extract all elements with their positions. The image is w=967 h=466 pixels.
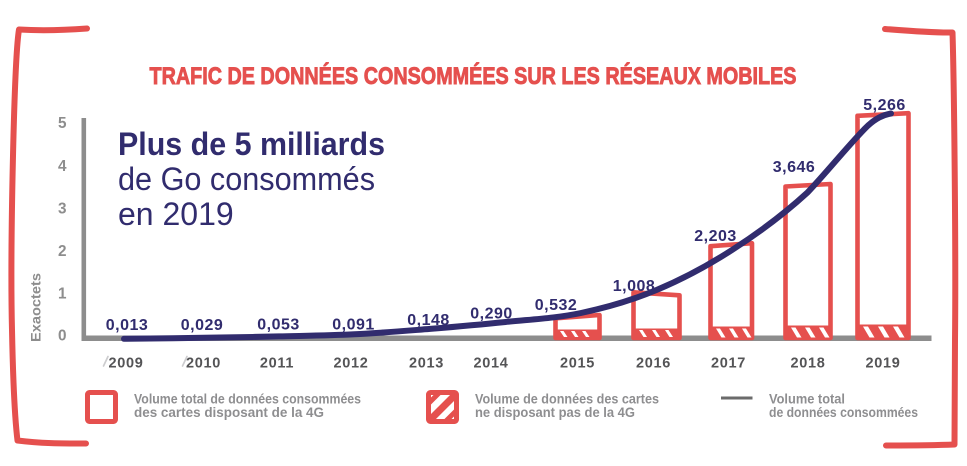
svg-text:2019: 2019 xyxy=(865,356,900,372)
svg-text:Volume total: Volume total xyxy=(769,392,845,407)
svg-text:2010: 2010 xyxy=(186,356,221,372)
svg-text:0,091: 0,091 xyxy=(332,317,375,334)
svg-text:Plus de 5 milliards: Plus de 5 milliards xyxy=(118,126,385,162)
svg-text:2016: 2016 xyxy=(636,356,671,372)
svg-text:2015: 2015 xyxy=(560,356,595,372)
svg-text:2,203: 2,203 xyxy=(694,228,737,245)
svg-text:2012: 2012 xyxy=(333,356,368,372)
svg-text:2017: 2017 xyxy=(711,356,746,372)
svg-text:1,008: 1,008 xyxy=(613,278,656,295)
svg-text:Volume de données des cartes: Volume de données des cartes xyxy=(475,392,659,407)
svg-text:TRAFIC DE DONNÉES CONSOMMÉES S: TRAFIC DE DONNÉES CONSOMMÉES SUR LES RÉS… xyxy=(150,62,797,90)
svg-text:2011: 2011 xyxy=(260,356,294,372)
svg-text:1: 1 xyxy=(58,286,67,303)
svg-text:2009: 2009 xyxy=(108,356,143,372)
svg-text:ne disposant pas de la 4G: ne disposant pas de la 4G xyxy=(475,405,635,420)
svg-text:Exaoctets: Exaoctets xyxy=(28,273,44,342)
svg-text:0,053: 0,053 xyxy=(257,317,300,334)
svg-text:3,646: 3,646 xyxy=(773,159,816,176)
svg-text:2014: 2014 xyxy=(473,356,508,372)
svg-text:0: 0 xyxy=(58,328,67,345)
svg-text:5: 5 xyxy=(58,115,67,132)
svg-text:0,013: 0,013 xyxy=(106,317,149,334)
svg-text:2: 2 xyxy=(58,243,67,260)
svg-text:2013: 2013 xyxy=(409,356,444,372)
svg-text:0,148: 0,148 xyxy=(407,312,450,329)
svg-text:3: 3 xyxy=(58,200,67,217)
svg-text:4: 4 xyxy=(58,158,67,175)
svg-text:des cartes disposant de la 4G: des cartes disposant de la 4G xyxy=(134,405,324,420)
svg-text:2018: 2018 xyxy=(790,356,825,372)
svg-text:5,266: 5,266 xyxy=(863,97,906,114)
svg-text:0,290: 0,290 xyxy=(470,306,513,323)
svg-text:de Go consommés: de Go consommés xyxy=(118,161,375,197)
svg-text:0,029: 0,029 xyxy=(181,317,224,334)
svg-text:0,532: 0,532 xyxy=(535,297,578,314)
svg-text:en 2019: en 2019 xyxy=(118,196,234,232)
svg-text:Volume total de données consom: Volume total de données consommées xyxy=(134,392,361,407)
svg-text:de données consommées: de données consommées xyxy=(769,405,918,420)
